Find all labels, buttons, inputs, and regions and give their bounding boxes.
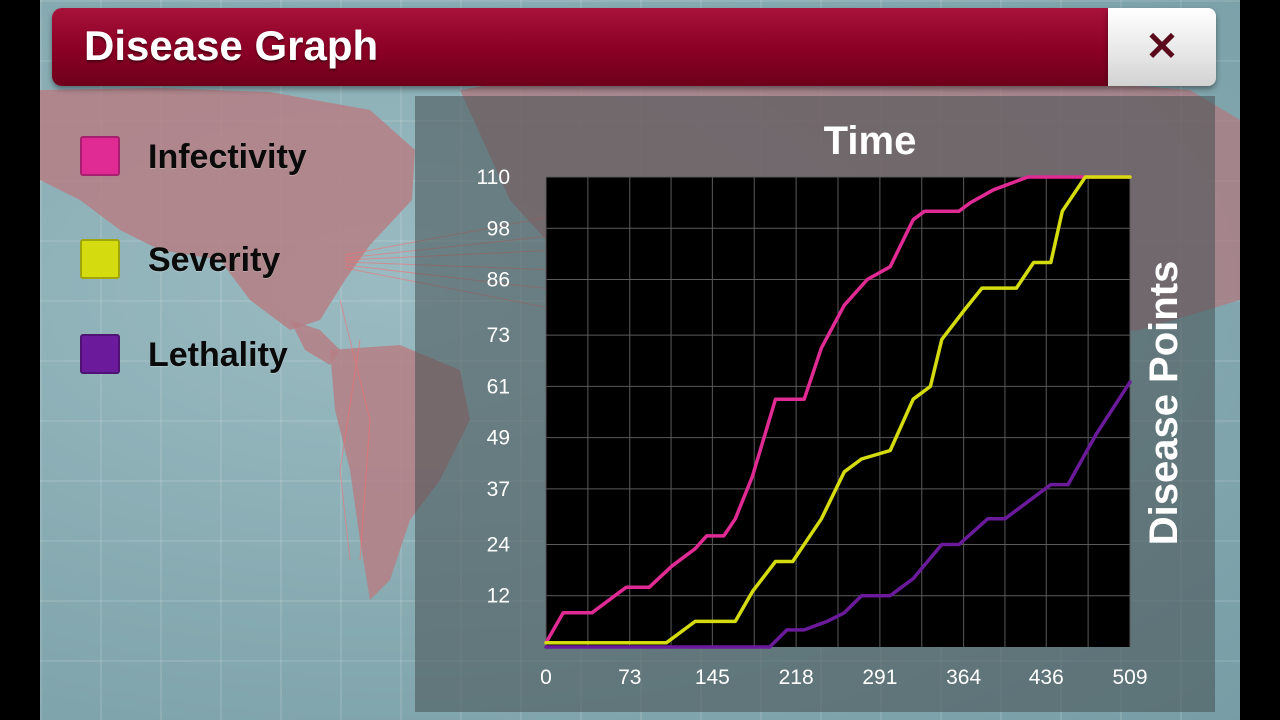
y-axis-title: Disease Points: [1142, 261, 1186, 546]
dialog-header: Disease Graph: [52, 8, 1108, 86]
y-tick-label: 49: [487, 427, 510, 450]
dialog-title: Disease Graph: [84, 22, 379, 69]
legend-label-lethality: Lethality: [148, 336, 288, 374]
chart-title: Time: [824, 119, 917, 163]
y-tick-label: 73: [487, 324, 510, 347]
graph-panel: Time Disease Points 0 73 145 218 291 364 436 50…: [415, 96, 1215, 712]
x-tick-label: 218: [779, 666, 814, 689]
x-tick-label: 364: [946, 666, 981, 689]
close-button[interactable]: ✕: [1108, 8, 1216, 86]
y-tick-label: 24: [487, 533, 511, 556]
x-tick-label: 0: [540, 666, 552, 689]
series-line-severity: [544, 175, 1132, 645]
y-tick-label: 110: [477, 166, 510, 189]
y-tick-label: 86: [487, 269, 510, 292]
series-line-infectivity: [544, 175, 1132, 645]
series-line-lethality: [544, 380, 1132, 649]
x-tick-label: 509: [1112, 666, 1147, 689]
x-tick-label: 291: [862, 666, 897, 689]
series-layer: [544, 175, 1132, 649]
central-america-landmass: [290, 320, 340, 365]
severity-swatch: [80, 239, 120, 279]
legend-label-infectivity: Infectivity: [148, 138, 307, 176]
disease-chart: Time Disease Points 0 73 145 218 291 364 436 50…: [477, 119, 1186, 689]
y-tick-label: 61: [487, 375, 510, 398]
close-icon: ✕: [1145, 25, 1179, 69]
x-tick-label: 436: [1029, 666, 1064, 689]
x-tick-label: 73: [618, 666, 641, 689]
legend-label-severity: Severity: [148, 241, 281, 279]
north-america-landmass: [40, 88, 415, 330]
world-map-background: Disease Graph ✕ Infectivity Severity Let…: [40, 0, 1240, 720]
x-tick-label: 145: [695, 666, 730, 689]
tick-labels: 0 73 145 218 291 364 436 509 12 24 37 49 61 73 86 98 110: [477, 166, 1148, 689]
lethality-swatch: [80, 334, 120, 374]
y-tick-label: 12: [487, 585, 510, 608]
infectivity-swatch: [80, 136, 120, 176]
y-tick-label: 37: [487, 478, 510, 501]
grid-lines: [545, 176, 1131, 647]
y-tick-label: 98: [487, 217, 510, 240]
